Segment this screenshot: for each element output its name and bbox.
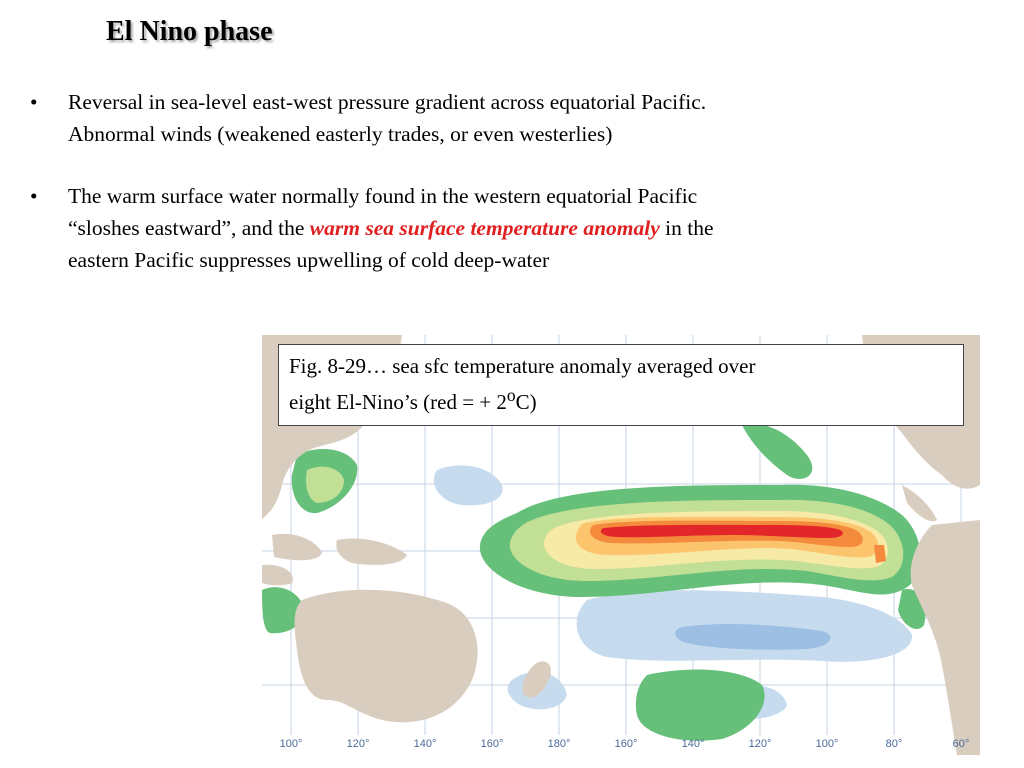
caption-segment: eight El-Nino’s (red = + 2: [289, 390, 507, 414]
longitude-tick-label: 140°: [682, 738, 705, 750]
south-america-landmass: [910, 520, 980, 755]
longitude-tick-label: 120°: [347, 738, 370, 750]
caption-superscript: o: [506, 385, 516, 405]
bullet-item: • The warm surface water normally found …: [30, 180, 970, 276]
bullet-text-line: eastern Pacific suppresses upwelling of …: [68, 248, 550, 272]
maritime-continent-2: [336, 538, 407, 565]
longitude-tick-label: 160°: [481, 738, 504, 750]
maritime-continent-1: [272, 533, 322, 561]
slide-title: El Nino phase: [106, 16, 273, 47]
warm-anomaly-south-pacific: [635, 669, 765, 741]
cool-anomaly-north: [433, 465, 503, 506]
longitude-tick-label: 140°: [414, 738, 437, 750]
longitude-tick-label: 100°: [816, 738, 839, 750]
caption-line: Fig. 8-29… sea sfc temperature anomaly a…: [289, 354, 756, 378]
warm-anomaly-indian-ocean: [262, 587, 305, 634]
bullet-text-line: Abnormal winds (weakened easterly trades…: [68, 122, 613, 146]
bullet-symbol: •: [30, 90, 38, 114]
figure-caption: Fig. 8-29… sea sfc temperature anomaly a…: [278, 344, 964, 426]
warm-anomaly-coastal-peak: [874, 545, 886, 563]
bullet-symbol: •: [30, 184, 38, 208]
bullet-text-segment: “sloshes eastward”, and the: [68, 216, 310, 240]
australia-landmass: [294, 589, 478, 723]
warm-anomaly-asia-coast-inner: [306, 466, 344, 503]
caption-segment: C): [515, 390, 537, 414]
bullet-list: • Reversal in sea-level east-west pressu…: [30, 86, 970, 276]
warm-anomaly-north-america-coast: [742, 423, 813, 479]
highlighted-term: warm sea surface temperature anomaly: [309, 216, 660, 240]
longitude-tick-label: 100°: [280, 738, 303, 750]
longitude-tick-label: 80°: [886, 738, 903, 750]
longitude-tick-label: 60°: [953, 738, 970, 750]
bullet-text-segment: in the: [659, 216, 714, 240]
central-america-landmass: [902, 485, 937, 522]
cool-anomaly-core: [675, 624, 831, 650]
bullet-text-line: Reversal in sea-level east-west pressure…: [68, 90, 707, 114]
longitude-axis: 100° 120° 140° 160° 180° 160° 140° 120° …: [280, 738, 970, 750]
bullet-item: • Reversal in sea-level east-west pressu…: [30, 86, 970, 150]
longitude-tick-label: 120°: [749, 738, 772, 750]
new-zealand-landmass: [522, 661, 551, 698]
maritime-continent-3: [262, 564, 293, 586]
bullet-text-line: The warm surface water normally found in…: [68, 184, 698, 208]
longitude-tick-label: 180°: [548, 738, 571, 750]
warm-anomaly-level-6: [600, 524, 843, 538]
longitude-tick-label: 160°: [615, 738, 638, 750]
